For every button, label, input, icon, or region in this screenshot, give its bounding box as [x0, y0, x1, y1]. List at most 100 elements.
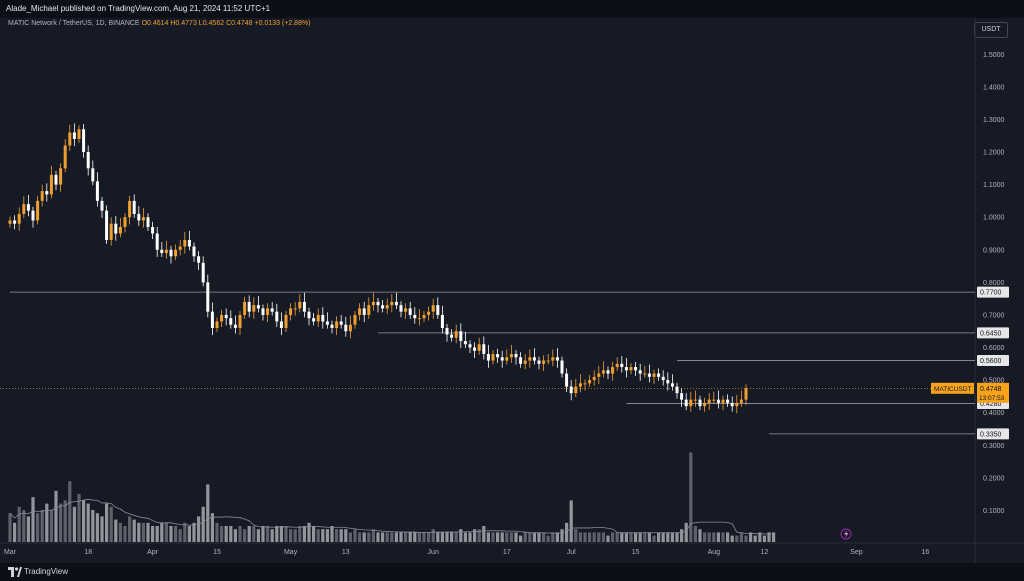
- candle-body: [105, 210, 109, 240]
- volume-bar: [546, 535, 550, 542]
- volume-bar: [247, 526, 251, 542]
- candle-body: [164, 249, 168, 254]
- candle-body: [670, 383, 674, 387]
- volume-bar: [36, 513, 40, 542]
- candle-body: [348, 324, 352, 332]
- candle-body: [220, 314, 224, 322]
- volume-bar: [399, 532, 403, 542]
- candle-body: [381, 305, 385, 309]
- volume-bar: [82, 500, 86, 542]
- candlestick-chart[interactable]: 1.5000 1.4000 1.3000 1.2000 1.1000 1.0000 0.90…: [0, 18, 1024, 563]
- volume-bar: [183, 522, 187, 542]
- x-tick-label: 17: [503, 549, 511, 556]
- volume-bar: [155, 526, 159, 542]
- volume-bar: [661, 532, 665, 542]
- x-tick-label: 15: [213, 549, 221, 556]
- candle-body: [675, 386, 679, 394]
- volume-bar: [59, 503, 63, 542]
- candle-body: [201, 262, 205, 283]
- volume-bar: [26, 516, 30, 542]
- level-price-tag: [977, 286, 1009, 298]
- candle-body: [445, 327, 449, 335]
- volume-bar: [49, 510, 53, 542]
- volume-bar: [670, 532, 674, 542]
- candle-body: [284, 314, 288, 328]
- volume-bar: [624, 532, 628, 542]
- candle-body: [128, 200, 132, 218]
- candle-body: [473, 347, 477, 351]
- candle-body: [638, 370, 642, 374]
- volume-bar: [744, 535, 748, 542]
- volume-bar: [298, 526, 302, 542]
- candle-body: [611, 367, 615, 374]
- volume-bar: [13, 522, 17, 542]
- volume-bar: [197, 516, 201, 542]
- candle-body: [114, 223, 118, 234]
- volume-bar: [367, 532, 371, 542]
- candle-body: [82, 129, 86, 153]
- volume-bar: [680, 529, 684, 542]
- volume-bar: [238, 526, 242, 542]
- volume-bar: [652, 535, 656, 542]
- volume-bar: [675, 532, 679, 542]
- volume-bar: [330, 526, 334, 542]
- tradingview-logo-icon: [8, 567, 22, 577]
- level-price-tag: [977, 428, 1009, 440]
- candle-body: [13, 220, 17, 224]
- candle-body: [26, 204, 30, 211]
- candle-body: [707, 399, 711, 403]
- candle-body: [224, 314, 228, 319]
- candle-body: [256, 305, 260, 309]
- candle-body: [427, 311, 431, 315]
- candle-body: [431, 305, 435, 312]
- symbol-text[interactable]: MATIC Network / TetherUS, 1D, BINANCE: [8, 20, 140, 27]
- volume-bar: [284, 526, 288, 542]
- y-tick-label: 0.3000: [983, 443, 1005, 450]
- chart-area[interactable]: 1.5000 1.4000 1.3000 1.2000 1.1000 1.0000 0.90…: [0, 18, 1024, 563]
- volume-bar: [413, 532, 417, 542]
- candle-body: [385, 305, 389, 309]
- level-price-tag: [977, 355, 1009, 367]
- volume-bar: [174, 526, 178, 542]
- volume-bar: [555, 532, 559, 542]
- candle-body: [247, 301, 251, 312]
- volume-bar: [528, 532, 532, 542]
- candle-body: [109, 223, 113, 240]
- candle-body: [680, 393, 684, 400]
- volume-bar: [376, 532, 380, 542]
- volume-bar: [712, 532, 716, 542]
- level-price-tag: [977, 327, 1009, 339]
- volume-bar: [473, 529, 477, 542]
- level-price-label: 0.4280: [980, 401, 1002, 408]
- candle-body: [523, 360, 527, 364]
- volume-bar: [735, 535, 739, 542]
- footer-bar: TradingView: [0, 563, 1024, 581]
- volume-bar: [381, 532, 385, 542]
- candle-body: [298, 301, 302, 309]
- volume-ma-line: [9, 499, 774, 535]
- candle-body: [358, 308, 362, 315]
- volume-bar: [574, 529, 578, 542]
- y-tick-label: 1.2000: [983, 150, 1005, 157]
- volume-bar: [468, 532, 472, 542]
- candle-body: [155, 233, 159, 250]
- candle-body: [537, 360, 541, 364]
- candle-body: [394, 301, 398, 306]
- candle-body: [77, 129, 81, 139]
- candle-body: [22, 204, 26, 214]
- volume-bar: [339, 529, 343, 542]
- volume-bar: [385, 532, 389, 542]
- volume-bar: [348, 532, 352, 542]
- candle-body: [661, 376, 665, 381]
- y-tick-label: 0.1000: [983, 508, 1005, 515]
- legend-change: +0.0133 (+2.88%): [254, 20, 311, 27]
- volume-bar: [450, 532, 454, 542]
- volume-bar: [8, 513, 12, 542]
- volume-bar: [620, 532, 624, 542]
- volume-bar: [436, 532, 440, 542]
- y-tick-label: 1.3000: [983, 117, 1005, 124]
- y-tick-label: 0.5000: [983, 378, 1005, 385]
- y-tick-label: 0.7000: [983, 312, 1005, 319]
- level-price-label: 0.7700: [980, 290, 1002, 297]
- volume-bar: [707, 532, 711, 542]
